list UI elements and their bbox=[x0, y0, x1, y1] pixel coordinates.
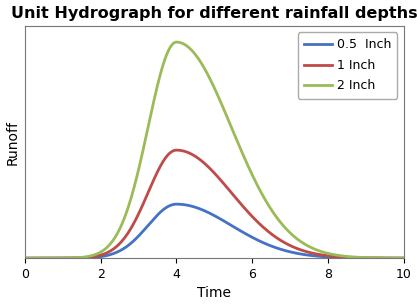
Line: 0.5  Inch: 0.5 Inch bbox=[25, 204, 404, 258]
2 Inch bbox=[321, 250, 326, 254]
2 Inch bbox=[390, 256, 395, 260]
0.5  Inch bbox=[23, 256, 28, 260]
0.5  Inch bbox=[42, 256, 47, 260]
Line: 2 Inch: 2 Inch bbox=[25, 42, 404, 258]
2 Inch bbox=[390, 256, 395, 260]
2 Inch bbox=[42, 256, 47, 260]
1 Inch bbox=[207, 166, 212, 170]
0.5  Inch bbox=[321, 255, 326, 259]
0.5  Inch bbox=[390, 256, 395, 260]
0.5  Inch bbox=[174, 202, 179, 206]
1 Inch bbox=[23, 256, 28, 260]
Title: Unit Hydrograph for different rainfall depths: Unit Hydrograph for different rainfall d… bbox=[11, 6, 417, 21]
2 Inch bbox=[401, 256, 406, 260]
Legend: 0.5  Inch, 1 Inch, 2 Inch: 0.5 Inch, 1 Inch, 2 Inch bbox=[298, 32, 397, 99]
1 Inch bbox=[401, 256, 406, 260]
1 Inch bbox=[321, 253, 326, 257]
1 Inch bbox=[197, 157, 202, 161]
1 Inch bbox=[390, 256, 395, 260]
1 Inch bbox=[174, 148, 179, 152]
0.5  Inch bbox=[207, 211, 212, 215]
Y-axis label: Runoff: Runoff bbox=[5, 120, 20, 165]
Line: 1 Inch: 1 Inch bbox=[25, 150, 404, 258]
2 Inch bbox=[174, 40, 179, 44]
0.5  Inch bbox=[390, 256, 395, 260]
2 Inch bbox=[207, 76, 212, 79]
1 Inch bbox=[42, 256, 47, 260]
1 Inch bbox=[390, 256, 395, 260]
0.5  Inch bbox=[401, 256, 406, 260]
X-axis label: Time: Time bbox=[197, 286, 231, 300]
2 Inch bbox=[197, 58, 202, 62]
2 Inch bbox=[23, 256, 28, 260]
0.5  Inch bbox=[197, 207, 202, 211]
